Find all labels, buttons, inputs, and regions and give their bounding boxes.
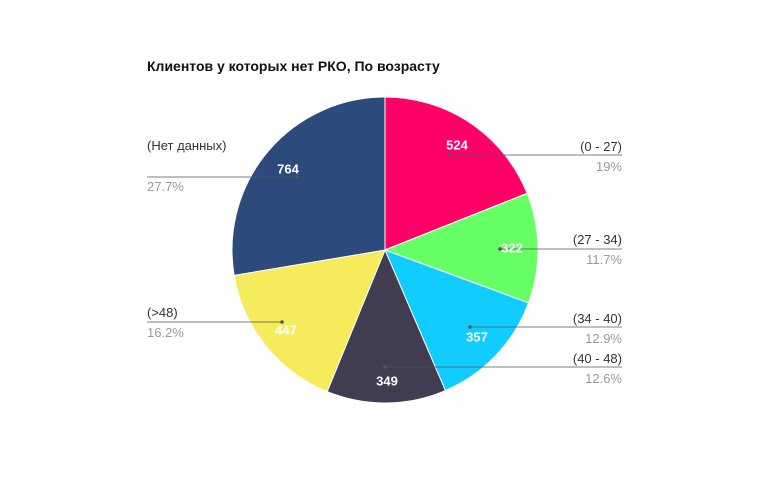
pie-slice [233, 249, 386, 393]
percent-label: 16.2% [147, 325, 184, 340]
category-label: (34 - 40) [572, 311, 622, 326]
percent-label: 27.7% [147, 179, 184, 194]
leader-dot [295, 175, 299, 179]
pie-slice [326, 248, 447, 404]
chart-title: Клиентов у которых нет РКО, По возрасту [147, 58, 440, 74]
value-label: 349 [376, 373, 398, 388]
category-label: (0 - 27) [580, 139, 622, 154]
leader-dot [498, 247, 502, 251]
leader-dot [383, 365, 387, 369]
pie-slice [231, 96, 386, 276]
category-label: (>48) [147, 305, 178, 320]
value-label: 524 [446, 137, 468, 152]
percent-label: 19% [595, 159, 622, 174]
value-label: 764 [277, 161, 299, 176]
percent-label: 12.9% [585, 331, 622, 346]
category-label: (40 - 48) [572, 351, 622, 366]
category-label: (27 - 34) [572, 232, 622, 247]
category-label: (Нет данных) [147, 138, 227, 153]
value-label: 322 [501, 240, 523, 255]
leader-dot [448, 153, 452, 157]
value-label: 447 [275, 322, 297, 337]
pie-slice [383, 192, 539, 304]
leader-dot [468, 325, 472, 329]
leader-dot [280, 320, 284, 324]
value-label: 357 [466, 329, 488, 344]
pie-slice [384, 249, 530, 392]
percent-label: 12.6% [585, 371, 622, 386]
percent-label: 11.7% [586, 252, 622, 267]
pie-slice [384, 96, 528, 251]
